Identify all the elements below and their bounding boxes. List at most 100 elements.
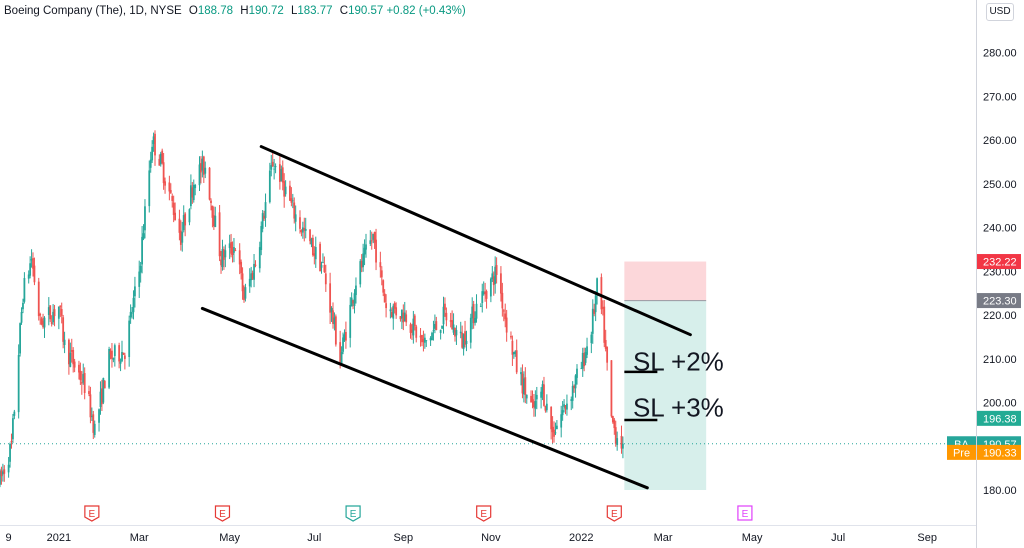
candle-body xyxy=(590,334,593,344)
time-tick-label: Sep xyxy=(917,532,937,544)
stop-zone xyxy=(624,261,707,301)
candle xyxy=(22,298,24,314)
candle xyxy=(551,416,554,444)
candle-body xyxy=(233,247,235,253)
candle-body xyxy=(353,293,356,306)
candle xyxy=(42,313,44,329)
candle xyxy=(594,291,597,322)
candle-body xyxy=(10,440,13,443)
earnings-marker[interactable]: E xyxy=(476,505,492,522)
candle-body xyxy=(208,167,211,200)
candle-body xyxy=(584,352,587,363)
candle xyxy=(561,401,564,421)
candle-body xyxy=(129,311,132,318)
time-tick-label: Mar xyxy=(654,532,673,544)
price-tag-value: 196.38 xyxy=(983,413,1017,425)
candle xyxy=(192,179,195,203)
candle-body xyxy=(99,391,102,408)
candle xyxy=(482,281,485,296)
earnings-marker[interactable]: E xyxy=(737,505,753,521)
candle-body xyxy=(7,464,10,473)
candle xyxy=(576,364,578,385)
candle xyxy=(119,358,122,372)
candle-body xyxy=(238,250,241,265)
candle xyxy=(603,299,606,348)
candle-body xyxy=(82,374,85,383)
candle xyxy=(574,374,577,398)
candle xyxy=(139,261,142,283)
sl-label-2[interactable]: SL +2% xyxy=(633,347,724,377)
price-axis[interactable]: 180.00190.00200.00210.00220.00230.00240.… xyxy=(983,48,1017,498)
candle-body xyxy=(441,325,443,329)
candle-body xyxy=(409,324,412,333)
candle xyxy=(182,205,185,233)
candle-body xyxy=(89,394,92,418)
candle-body xyxy=(603,306,606,343)
currency-button[interactable]: USD xyxy=(986,3,1014,21)
candle xyxy=(435,316,438,331)
candle-body xyxy=(30,259,33,261)
candle xyxy=(159,151,162,167)
candle-body xyxy=(174,212,177,221)
candle-body xyxy=(98,409,100,423)
sl-annotations[interactable]: SL +2% SL +3% xyxy=(633,347,724,423)
candle xyxy=(510,331,512,340)
candle-body xyxy=(500,273,502,294)
low-label: L xyxy=(290,5,298,17)
candle-body xyxy=(294,214,297,222)
candle-body xyxy=(479,305,482,307)
earnings-marker[interactable]: E xyxy=(214,505,231,522)
candle-body xyxy=(392,305,395,319)
candle xyxy=(73,358,76,373)
candle-body xyxy=(571,385,574,401)
candle-body xyxy=(73,361,76,368)
candle-body xyxy=(67,339,70,365)
long-position-tool[interactable] xyxy=(624,261,707,490)
candle-body xyxy=(423,337,426,343)
candle xyxy=(573,384,576,393)
candle-body xyxy=(482,291,485,295)
candle xyxy=(258,241,261,273)
candle xyxy=(260,221,263,256)
candle xyxy=(300,229,303,237)
earnings-marker[interactable]: E xyxy=(84,505,100,522)
candle-body xyxy=(59,305,62,307)
candle-body xyxy=(263,215,265,219)
candle xyxy=(534,390,537,417)
time-axis[interactable]: 9 2021 Mar May Jul Sep Nov 2022 Mar May Jul Sep xyxy=(6,532,937,544)
candle-body xyxy=(169,190,172,193)
open-value: 188.78 xyxy=(197,5,234,17)
earnings-marker[interactable]: E xyxy=(345,505,361,522)
candle-body xyxy=(616,438,619,445)
candle-body xyxy=(244,287,247,299)
channel-lower-line[interactable] xyxy=(200,306,649,490)
candle xyxy=(441,325,443,330)
target-zone xyxy=(624,300,707,490)
candle-body xyxy=(521,373,524,394)
candle xyxy=(171,193,174,208)
candle-body xyxy=(329,283,332,313)
candle xyxy=(489,277,492,303)
candle-body xyxy=(90,416,93,417)
sl-label-3[interactable]: SL +3% xyxy=(633,393,724,423)
price-tag: 196.38 xyxy=(977,410,1021,426)
candle xyxy=(93,420,96,438)
candle xyxy=(53,304,56,327)
candle-body xyxy=(610,360,613,417)
candle-body xyxy=(273,168,276,170)
candle-body xyxy=(432,329,435,331)
candle xyxy=(233,237,235,263)
trend-channel-drawings[interactable] xyxy=(200,145,692,490)
candle xyxy=(230,233,232,258)
candle xyxy=(370,231,373,250)
candle-body xyxy=(29,263,32,276)
candle-body xyxy=(112,358,115,360)
candle xyxy=(243,285,245,303)
candle-body xyxy=(541,384,544,395)
earnings-marker[interactable]: E xyxy=(606,505,622,522)
candle xyxy=(413,313,416,331)
channel-upper-line[interactable] xyxy=(259,145,692,337)
candle-body xyxy=(17,355,20,413)
